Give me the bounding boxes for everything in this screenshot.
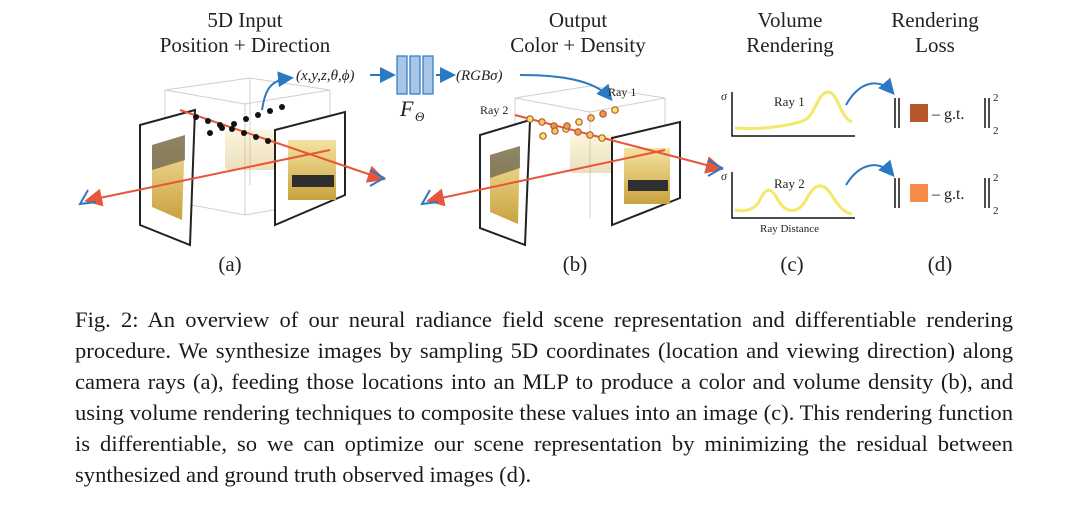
header-rendering-loss: Rendering Loss [891, 8, 979, 57]
network-subscript: Θ [415, 109, 425, 124]
ray-a-1 [84, 149, 331, 207]
loss-minus-2: – [931, 186, 941, 203]
panel-d-loss [894, 98, 990, 208]
left-image-plane [139, 108, 197, 247]
plot-label-ray1: Ray 1 [774, 94, 805, 109]
ray-a-2 [179, 109, 386, 183]
sigma-axis-1: σ [721, 89, 728, 103]
norm-sub-2: 2 [993, 205, 999, 217]
panel-label-c: (c) [780, 252, 804, 276]
caption-label: Fig. 2: [75, 307, 139, 332]
header-5d-input: 5D Input Position + Direction [159, 8, 331, 57]
loss-color-swatch-2 [910, 184, 928, 202]
mlp-network [396, 55, 434, 95]
header-volume-rendering: Volume Rendering [746, 8, 834, 57]
panel-c-plots [731, 77, 895, 219]
loss-minus-1: – [931, 106, 941, 123]
loss-gt-2: g.t. [944, 186, 964, 203]
header-output: Output Color + Density [510, 8, 646, 57]
loss-color-swatch-1 [910, 104, 928, 122]
density-curve-ray1 [734, 90, 853, 130]
caption-text: An overview of our neural radiance field… [75, 307, 1013, 487]
ray-distance-label: Ray Distance [760, 223, 819, 235]
plot-label-ray2: Ray 2 [774, 176, 805, 191]
panel-a-scene [78, 71, 387, 247]
norm-sup-1: 2 [993, 92, 999, 104]
network-symbol: F [399, 96, 414, 121]
figure-caption: Fig. 2: An overview of our neural radian… [75, 304, 1013, 490]
figure: 5D Input Position + Direction Output Color… [78, 8, 999, 276]
norm-sup-2: 2 [993, 172, 999, 184]
sample-points-a [193, 104, 285, 144]
ray2-label: Ray 2 [480, 103, 508, 117]
figure-graphics: (x,y,z,θ,ϕ) (RGBσ) F Θ Ray 1 Ray 2 σ σ R… [78, 55, 999, 247]
density-curve-ray2 [734, 184, 853, 216]
panel-b-scene [420, 74, 725, 247]
panel-label-d: (d) [927, 252, 953, 276]
sample-points-b [526, 106, 619, 142]
norm-sub-1: 2 [993, 125, 999, 137]
panel-label-b: (b) [562, 252, 588, 276]
right-image-plane [274, 110, 346, 227]
input-tuple: (x,y,z,θ,ϕ) [296, 68, 354, 84]
loss-gt-1: g.t. [944, 106, 964, 123]
output-tuple: (RGBσ) [456, 68, 503, 84]
sigma-axis-2: σ [721, 169, 728, 183]
ray1-label: Ray 1 [608, 85, 636, 99]
panel-label-a: (a) [218, 252, 242, 276]
